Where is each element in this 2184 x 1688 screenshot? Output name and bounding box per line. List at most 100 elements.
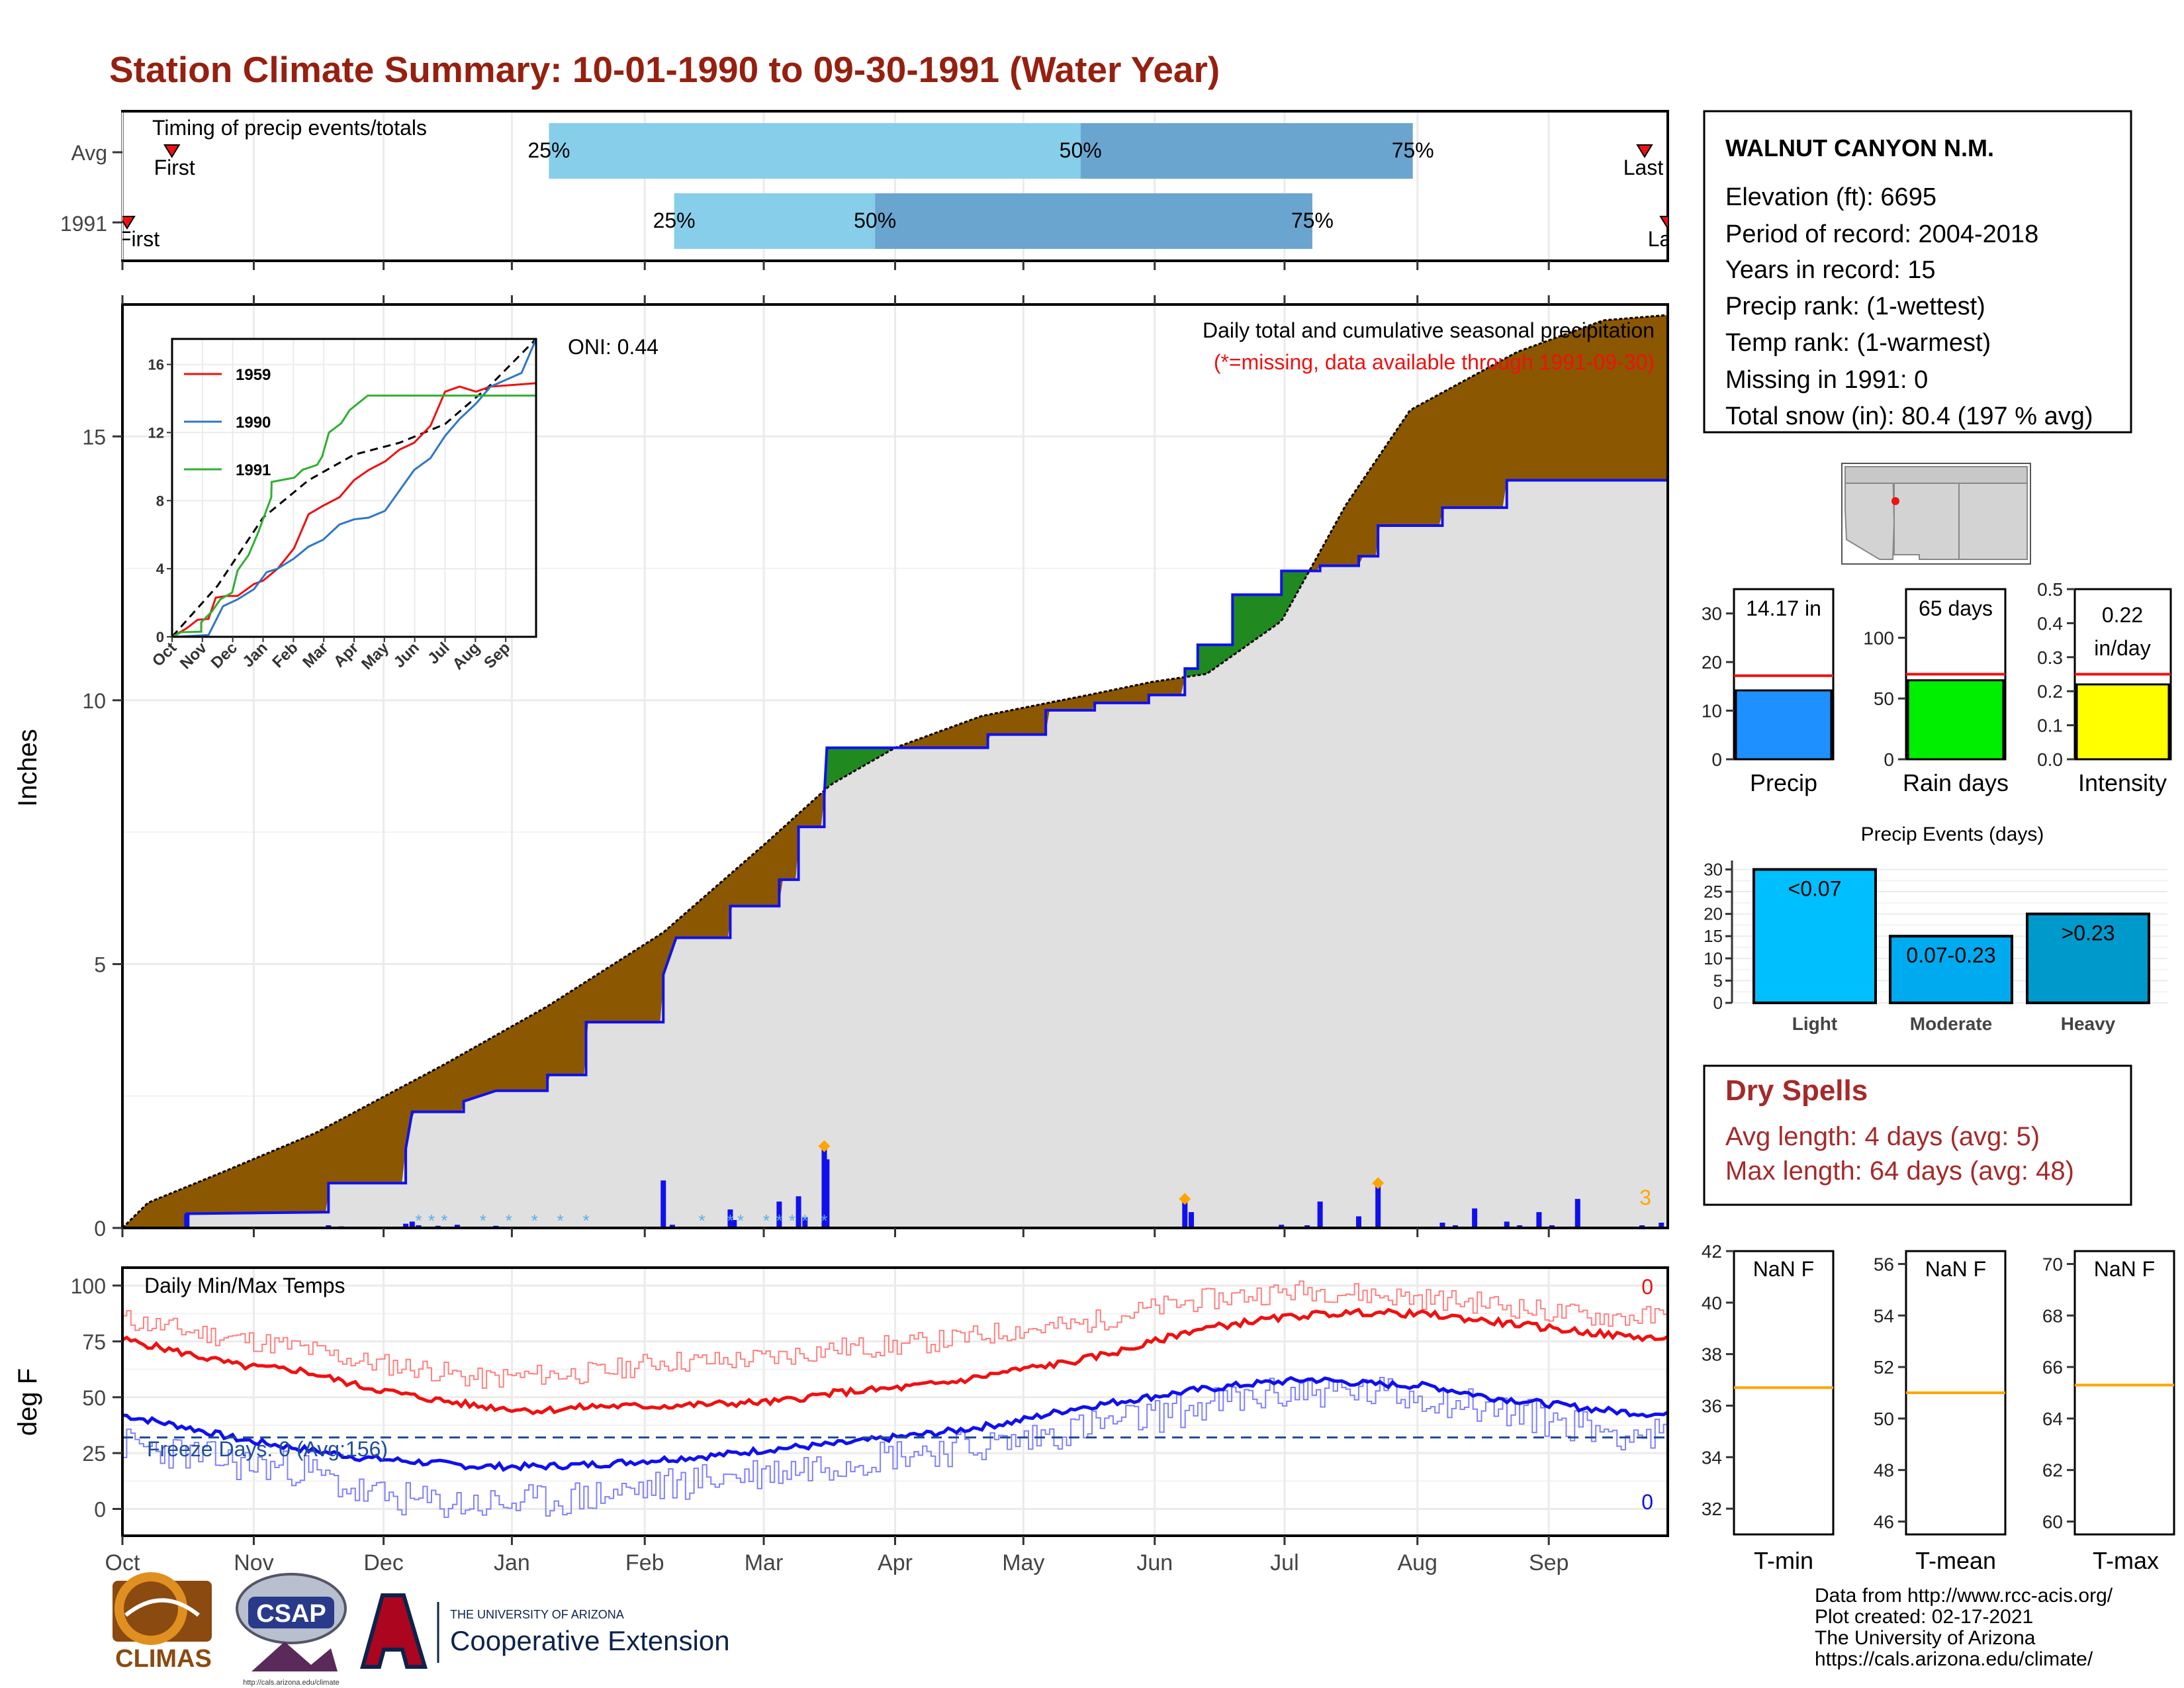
daily-precip-bar	[727, 1209, 733, 1228]
temp-rank-y-tick-label: 60	[2042, 1512, 2063, 1532]
events-bar	[2026, 912, 2150, 1004]
daily-precip-bar	[796, 1196, 801, 1228]
temp-rank-y-tick-label: 52	[1874, 1357, 1894, 1378]
snow-marker-icon: *	[789, 1211, 796, 1231]
snow-marker-icon: *	[699, 1211, 705, 1231]
temp-rank-y-tick-label: 64	[2042, 1409, 2063, 1429]
daily-precip-bar	[1356, 1216, 1361, 1228]
inset-y-tick-label: 0	[156, 629, 164, 645]
dry-spells-title: Dry Spells	[1725, 1074, 1868, 1107]
csap-wordmark: CSAP	[256, 1600, 326, 1628]
snow-marker-icon: *	[801, 1211, 808, 1231]
snow-marker-icon: *	[727, 1211, 733, 1231]
snow-marker-icon: *	[428, 1211, 435, 1231]
events-category-label: Heavy	[2061, 1013, 2116, 1034]
temp-rank-panels: 32 34 36 38 40 42 46 48 50 52 54 56 60 62 64 66 68 70	[1702, 1241, 2175, 1536]
precip-label-2: (*=missing, data available through 1991-…	[1214, 350, 1655, 374]
daily-precip-bar	[403, 1223, 409, 1228]
temp-rank-y-tick-label: 36	[1702, 1395, 1722, 1416]
snow-marker-icon: *	[821, 1211, 827, 1231]
temp-rank-frame	[1733, 1250, 1835, 1536]
summary-y-tick-label: 50	[1874, 688, 1894, 709]
summary-bar	[1735, 689, 1833, 761]
inset-avg-line	[171, 338, 537, 637]
daily-precip-bar	[1574, 1199, 1580, 1228]
timing-q75-label: 75%	[1392, 138, 1434, 162]
temp-rank-y-tick-label: 68	[2042, 1305, 2063, 1326]
precip-summary-label: Precip	[1750, 769, 1817, 796]
precip-events-title: Precip Events (days)	[1861, 823, 2044, 845]
snow-marker-icon: *	[531, 1211, 538, 1231]
summary-bar	[2075, 683, 2170, 761]
timing-first-label: First	[118, 227, 159, 251]
events-y-tick-label: 20	[1704, 904, 1723, 924]
station-precip-rank: Precip rank: (1-wettest)	[1725, 293, 1985, 320]
events-y-tick-label: 15	[1704, 926, 1723, 946]
events-bar-label: <0.07	[1788, 876, 1842, 900]
month-label: Jan	[494, 1550, 530, 1575]
month-label: Apr	[878, 1550, 913, 1575]
intensity-summary-value-2: in/day	[2094, 636, 2150, 660]
events-bar-label: >0.23	[2062, 921, 2115, 945]
precip-y-tick-label: 5	[94, 953, 106, 976]
timing-row-label-avg: Avg	[71, 141, 107, 165]
inset-y-tick-label: 16	[148, 357, 164, 373]
daily-precip-bar	[1536, 1212, 1542, 1228]
summary-y-tick-label: 20	[1702, 652, 1722, 673]
dry-spells-max: Max length: 64 days (avg: 48)	[1725, 1156, 2074, 1186]
inset-y-tick-label: 4	[156, 561, 165, 577]
snow-marker-icon: *	[441, 1211, 447, 1231]
daily-precip-bar	[731, 1220, 737, 1228]
tmin-label: T-min	[1754, 1547, 1813, 1574]
timing-q50-label: 50%	[1060, 138, 1102, 162]
observed-max-temp-line	[122, 1280, 1668, 1389]
events-bar-label: 0.07-0.23	[1906, 943, 1995, 967]
daily-precip-bar	[409, 1221, 415, 1228]
footer-line-1: Data from http://www.rcc-acis.org/	[1815, 1585, 2113, 1607]
timing-first-label: First	[154, 156, 195, 179]
tmean-label: T-mean	[1915, 1547, 1996, 1574]
temp-rank-y-tick-label: 32	[1702, 1499, 1722, 1519]
inset-series-1959-line	[171, 382, 537, 638]
timing-bar-q25-q50	[674, 193, 876, 249]
freeze-days-label: Freeze Days: 0 (Avg:156)	[147, 1437, 388, 1461]
locator-map	[1841, 463, 2031, 565]
inset-legend-label: 1959	[236, 366, 271, 384]
inset-y-tick-label: 8	[156, 492, 164, 509]
inset-series-1990-line	[171, 338, 537, 638]
temp-rank-y-tick-label: 48	[1874, 1460, 1894, 1481]
ua-logo: THE UNIVERSITY OF ARIZONA Cooperative Ex…	[360, 1593, 730, 1669]
temp-rank-y-tick-label: 70	[2042, 1254, 2063, 1274]
temp-rank-y-tick-label: 66	[2042, 1357, 2063, 1378]
snow-marker-icon: *	[737, 1211, 744, 1231]
footer-credits: Data from http://www.rcc-acis.org/ Plot …	[1815, 1585, 2113, 1670]
snow-marker-icon: *	[480, 1211, 486, 1231]
heavy-event-marker-icon	[1179, 1193, 1191, 1205]
month-label: Jul	[1270, 1550, 1298, 1575]
daily-precip-bar	[1375, 1186, 1381, 1228]
station-years: Years in record: 15	[1725, 256, 1936, 284]
footer-line-4: https://cals.arizona.edu/climate/	[1815, 1648, 2093, 1670]
daily-precip-bar	[1189, 1212, 1195, 1228]
temp-y-tick-label: 100	[71, 1274, 106, 1298]
month-label: Oct	[105, 1550, 140, 1575]
snow-marker-icon: *	[557, 1211, 564, 1231]
events-bar	[1752, 868, 1877, 1004]
month-label: May	[1002, 1550, 1044, 1575]
timing-marker-icon	[1659, 216, 1668, 230]
events-category-label: Light	[1792, 1013, 1837, 1034]
summary-bar	[1907, 679, 2005, 761]
precip-y-tick-label: 15	[82, 425, 106, 449]
rain-days-summary-value: 65 days	[1919, 596, 1993, 620]
csap-logo: CSAP http://cals.arizona.edu/climate	[236, 1573, 347, 1687]
daily-precip-bar	[776, 1201, 782, 1228]
summary-y-tick-label: 0.5	[2037, 579, 2063, 600]
inset-legend-label: 1991	[236, 461, 271, 479]
climas-logo: CLIMAS	[113, 1572, 212, 1673]
station-elevation: Elevation (ft): 6695	[1725, 183, 1936, 211]
precip-observed-fill	[122, 480, 1668, 1229]
daily-precip-bar	[454, 1225, 460, 1228]
month-label: Sep	[1529, 1550, 1569, 1575]
